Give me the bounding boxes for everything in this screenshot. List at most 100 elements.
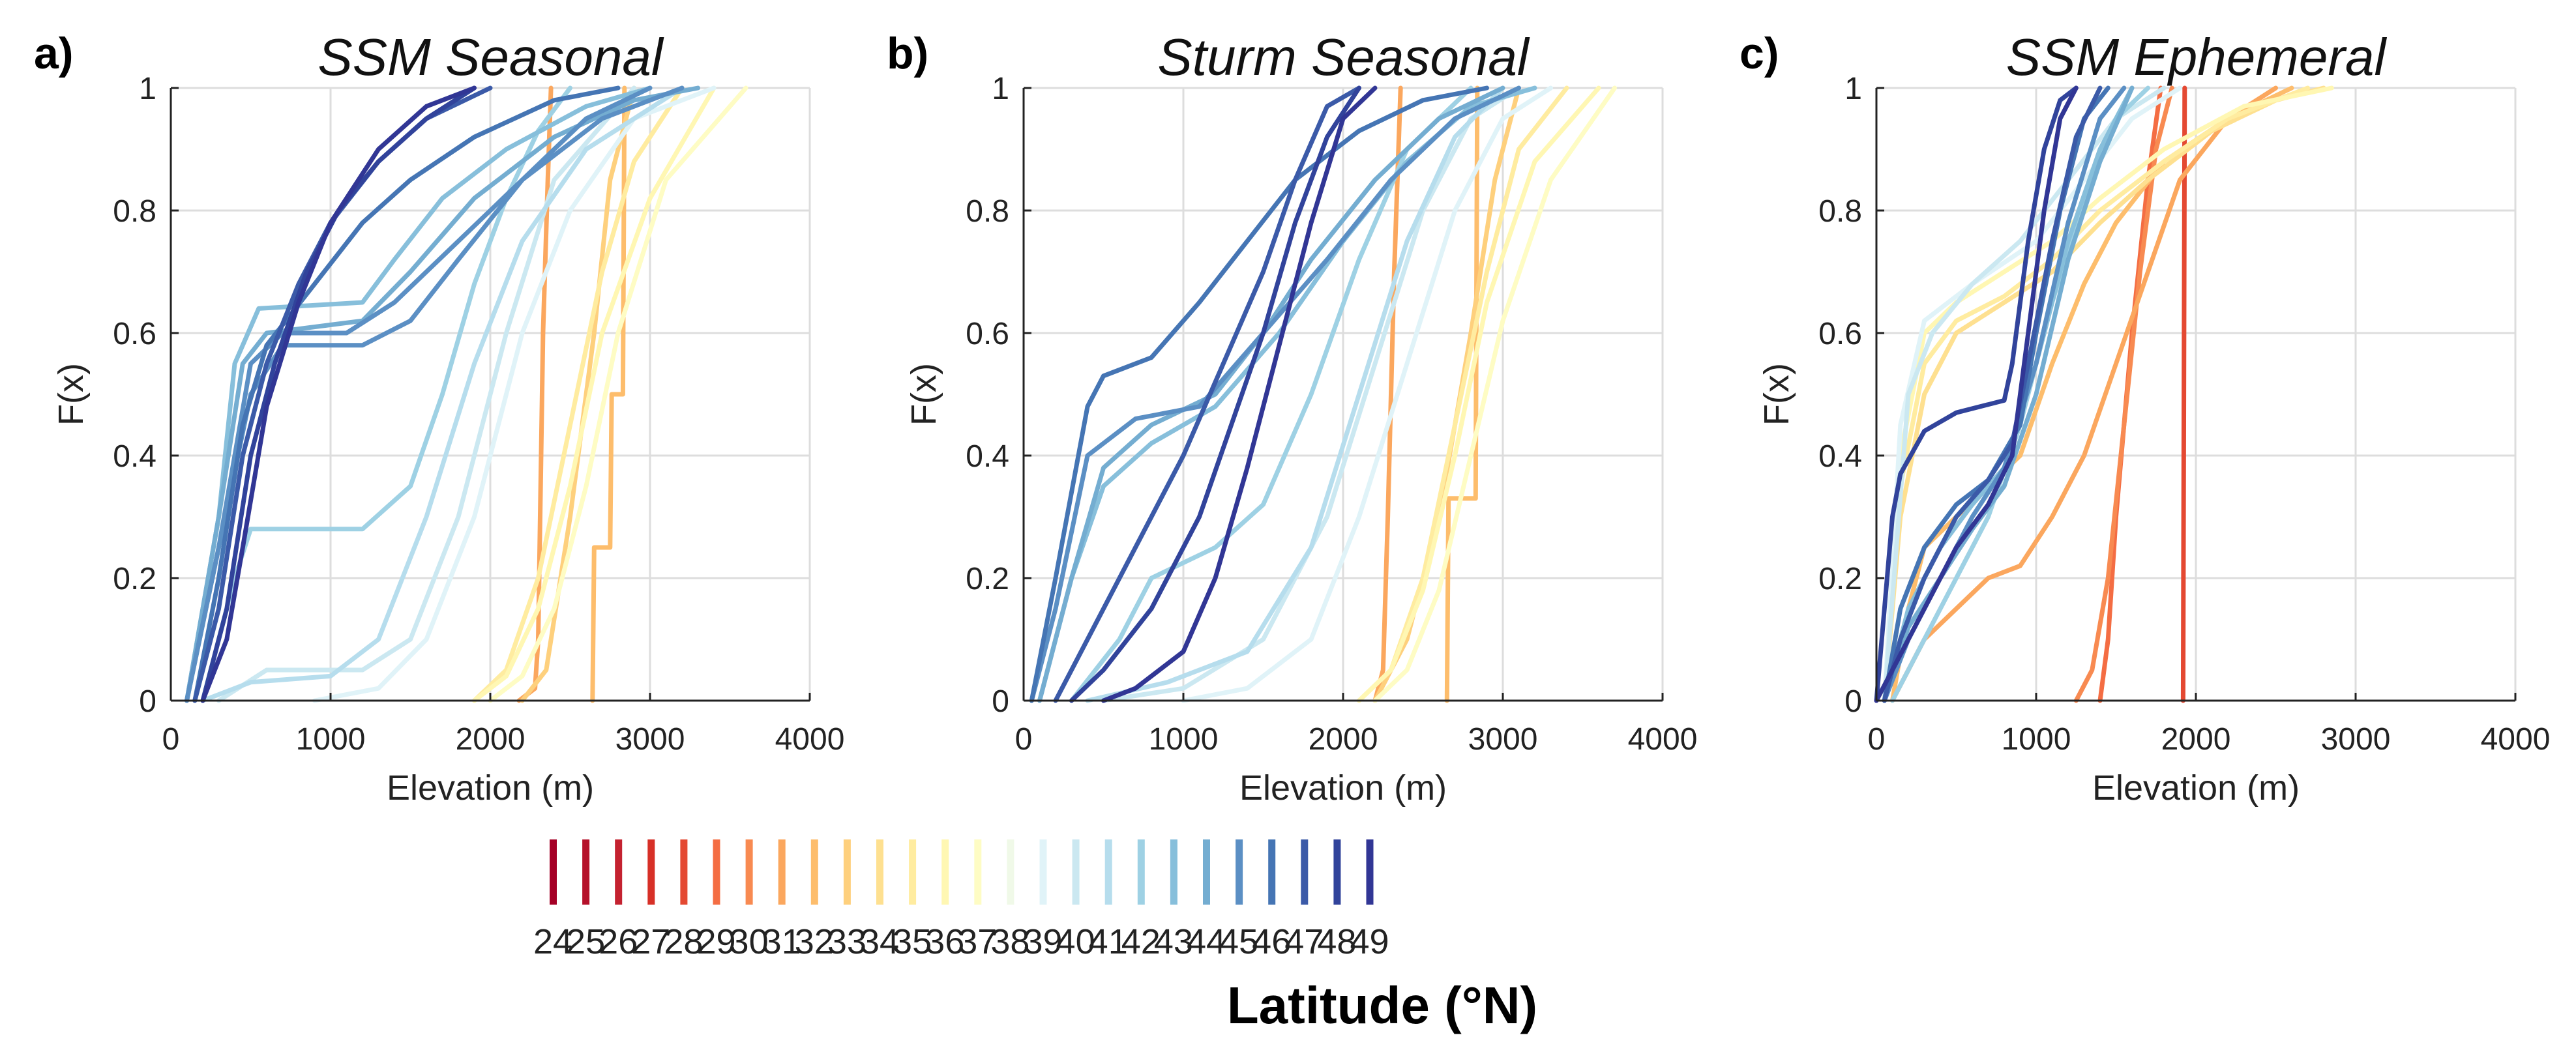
y-tick-label: 0.4 xyxy=(966,439,1009,474)
legend-title: Latitude (°N) xyxy=(1227,976,1537,1034)
series-line-42-n xyxy=(1069,85,1473,703)
series-line-39-n xyxy=(1181,85,1553,703)
series-line-28-n xyxy=(2180,85,2187,703)
x-tick-label: 0 xyxy=(162,722,180,757)
series-line-49-n xyxy=(1874,85,2079,703)
legend-item: 25 xyxy=(566,839,605,961)
legend-label: 45 xyxy=(1219,922,1258,961)
panel-1: a) SSM Seasonal 0 1000 2000 3000 4000 0 0.2 0.4 0.… xyxy=(34,28,844,808)
latitude-legend: 2425262728293031323334353637383940414243… xyxy=(533,839,1389,961)
legend-swatch xyxy=(810,839,818,905)
legend-label: 36 xyxy=(925,922,964,961)
series-line-32-n xyxy=(590,85,627,703)
y-tick-label: 0.8 xyxy=(1818,194,1862,229)
legend-item: 26 xyxy=(599,839,638,961)
legend-label: 46 xyxy=(1252,922,1291,961)
legend-swatch xyxy=(615,839,623,905)
legend-label: 35 xyxy=(893,922,932,961)
legend-label: 27 xyxy=(631,922,670,961)
legend-item: 39 xyxy=(1023,839,1063,961)
x-tick-label: 0 xyxy=(1015,722,1033,757)
y-tick-label: 0.4 xyxy=(1818,439,1862,474)
legend-item: 49 xyxy=(1350,839,1389,961)
x-tick-label: 1000 xyxy=(1149,722,1219,757)
y-tick-label: 0.6 xyxy=(966,317,1009,351)
legend-swatch xyxy=(1236,839,1243,905)
x-tick-label: 1000 xyxy=(296,722,366,757)
legend-label: 31 xyxy=(762,922,801,961)
legend-swatch xyxy=(778,839,786,905)
panel-title: SSM Seasonal xyxy=(318,28,664,86)
x-tick-label: 3000 xyxy=(2321,722,2391,757)
series-line-43-n xyxy=(185,85,653,703)
legend-label: 40 xyxy=(1056,922,1095,961)
series-line-47-n xyxy=(1053,85,1361,703)
y-tick-label: 0 xyxy=(139,684,156,719)
x-axis-label: Elevation (m) xyxy=(2092,768,2300,808)
series-line-48-n xyxy=(1069,85,1361,703)
y-tick-label: 1 xyxy=(139,72,156,106)
legend-item: 34 xyxy=(860,839,899,961)
series-line-45-n-b xyxy=(185,85,653,703)
y-tick-label: 0.8 xyxy=(113,194,156,229)
series-line-30-n xyxy=(2073,85,2174,703)
y-axis-label: F(x) xyxy=(1757,363,1796,426)
legend-swatch xyxy=(1268,839,1276,905)
series-line-46-n xyxy=(192,85,621,703)
legend-label: 29 xyxy=(696,922,735,961)
y-tick-label: 0.4 xyxy=(113,439,156,474)
legend-label: 42 xyxy=(1121,922,1161,961)
series-line-48-n xyxy=(1874,85,2079,703)
panel-title: SSM Ephemeral xyxy=(2006,28,2388,86)
legend-label: 26 xyxy=(599,922,638,961)
x-tick-label: 1000 xyxy=(2002,722,2071,757)
legend-swatch xyxy=(745,839,753,905)
y-tick-label: 0.6 xyxy=(1818,317,1862,351)
legend-item: 42 xyxy=(1121,839,1161,961)
legend-item: 38 xyxy=(990,839,1029,961)
legend-label: 48 xyxy=(1317,922,1356,961)
legend-label: 47 xyxy=(1284,922,1324,961)
series-line-40-n xyxy=(216,85,636,703)
legend-item: 35 xyxy=(893,839,932,961)
legend-swatch xyxy=(1104,839,1112,905)
series-line-37-n xyxy=(488,85,748,703)
x-tick-label: 4000 xyxy=(1628,722,1698,757)
legend-label: 43 xyxy=(1154,922,1193,961)
legend-item: 31 xyxy=(762,839,801,961)
y-tick-label: 0.6 xyxy=(113,317,156,351)
series-line-36-n xyxy=(472,85,717,703)
grid xyxy=(1875,87,2517,702)
legend-item: 46 xyxy=(1252,839,1291,961)
legend-swatch xyxy=(1072,839,1080,905)
y-tick-label: 0.2 xyxy=(1818,562,1862,596)
legend-item: 27 xyxy=(631,839,670,961)
series-group xyxy=(1029,85,1617,703)
panel-3: c) SSM Ephemeral 0 1000 2000 3000 4000 0 0.2 0.4 0… xyxy=(1740,28,2550,808)
legend-item: 24 xyxy=(533,839,572,961)
x-tick-label: 2000 xyxy=(2161,722,2231,757)
series-line-49-n xyxy=(1101,85,1378,703)
legend-swatch xyxy=(1366,839,1374,905)
legend-item: 29 xyxy=(696,839,736,961)
panel-letter: c) xyxy=(1740,29,1779,78)
series-group xyxy=(1874,85,2334,703)
series-line-48-n xyxy=(200,85,477,703)
grid xyxy=(1022,87,1664,702)
legend-swatch xyxy=(582,839,590,905)
legend-swatch xyxy=(1007,839,1014,905)
legend-label: 34 xyxy=(860,922,899,961)
series-line-41-n xyxy=(200,85,685,703)
legend-item: 45 xyxy=(1219,839,1258,961)
panel-2: b) Sturm Seasonal 0 1000 2000 3000 4000 0 0.2 0.4… xyxy=(887,28,1697,808)
legend-label: 24 xyxy=(533,922,572,961)
y-axis-label: F(x) xyxy=(52,363,91,426)
legend-item: 40 xyxy=(1056,839,1095,961)
legend-label: 25 xyxy=(566,922,605,961)
panel-letter: a) xyxy=(34,29,73,78)
legend-swatch xyxy=(713,839,720,905)
legend-swatch xyxy=(1039,839,1047,905)
legend-swatch xyxy=(1333,839,1341,905)
series-line-39-n xyxy=(312,85,717,703)
